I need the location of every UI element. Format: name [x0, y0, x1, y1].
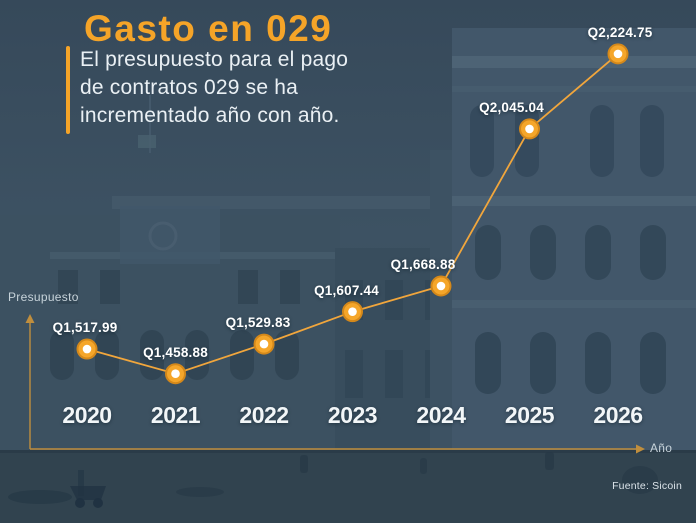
building-silhouette-right: [430, 28, 696, 452]
subtitle-line-1: El presupuesto para el pago: [80, 48, 349, 71]
x-tick-2022: 2022: [239, 402, 289, 428]
value-label-2023: Q1,607.44: [314, 282, 379, 298]
data-point-2023: [342, 301, 363, 323]
data-point-markers: [76, 43, 629, 385]
subtitle-line-3: incrementado año con año.: [80, 104, 340, 127]
source-attribution: Fuente: Sicoin: [612, 480, 682, 492]
x-tick-2024: 2024: [416, 402, 466, 428]
value-label-2022: Q1,529.83: [225, 315, 291, 331]
x-tick-2023: 2023: [327, 402, 378, 428]
y-axis-arrow-icon: [25, 314, 35, 323]
value-label-2021: Q1,458.88: [143, 344, 208, 360]
x-tick-2026: 2026: [593, 402, 643, 428]
subtitle-line-2: de contratos 029 se ha: [80, 76, 299, 99]
data-point-2025: [519, 118, 540, 140]
y-axis-label: Presupuesto: [8, 290, 79, 304]
title-accent-bar: [66, 46, 70, 134]
value-label-2020: Q1,517.99: [52, 320, 118, 336]
plaza-ground: [0, 450, 696, 523]
x-axis-arrow-icon: [636, 444, 645, 454]
data-point-2026: [607, 43, 629, 65]
chart-axes: [25, 314, 645, 454]
data-point-2020: [76, 338, 98, 360]
page-title: Gasto en 029: [84, 8, 333, 49]
subtitle: El presupuesto para el pago de contratos…: [80, 46, 348, 130]
value-label-2025: Q2,045.04: [479, 99, 544, 115]
value-label-2026: Q2,224.75: [587, 24, 653, 40]
x-tick-2021: 2021: [150, 402, 201, 428]
data-point-2021: [165, 363, 186, 385]
data-point-2024: [430, 275, 452, 297]
x-tick-2020: 2020: [62, 402, 112, 428]
building-silhouette-left: [0, 95, 442, 455]
x-axis-label: Año: [650, 441, 673, 455]
x-tick-2025: 2025: [504, 402, 555, 428]
value-label-2024: Q1,668.88: [390, 257, 456, 272]
data-point-2022: [253, 333, 275, 355]
